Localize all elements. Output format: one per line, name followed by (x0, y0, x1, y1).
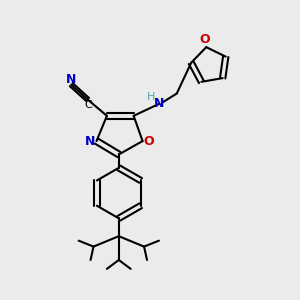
Text: C: C (84, 100, 92, 110)
Text: O: O (144, 135, 154, 148)
Text: N: N (154, 98, 164, 110)
Text: N: N (85, 135, 95, 148)
Text: N: N (65, 73, 76, 86)
Text: O: O (200, 33, 210, 46)
Text: H: H (147, 92, 156, 102)
